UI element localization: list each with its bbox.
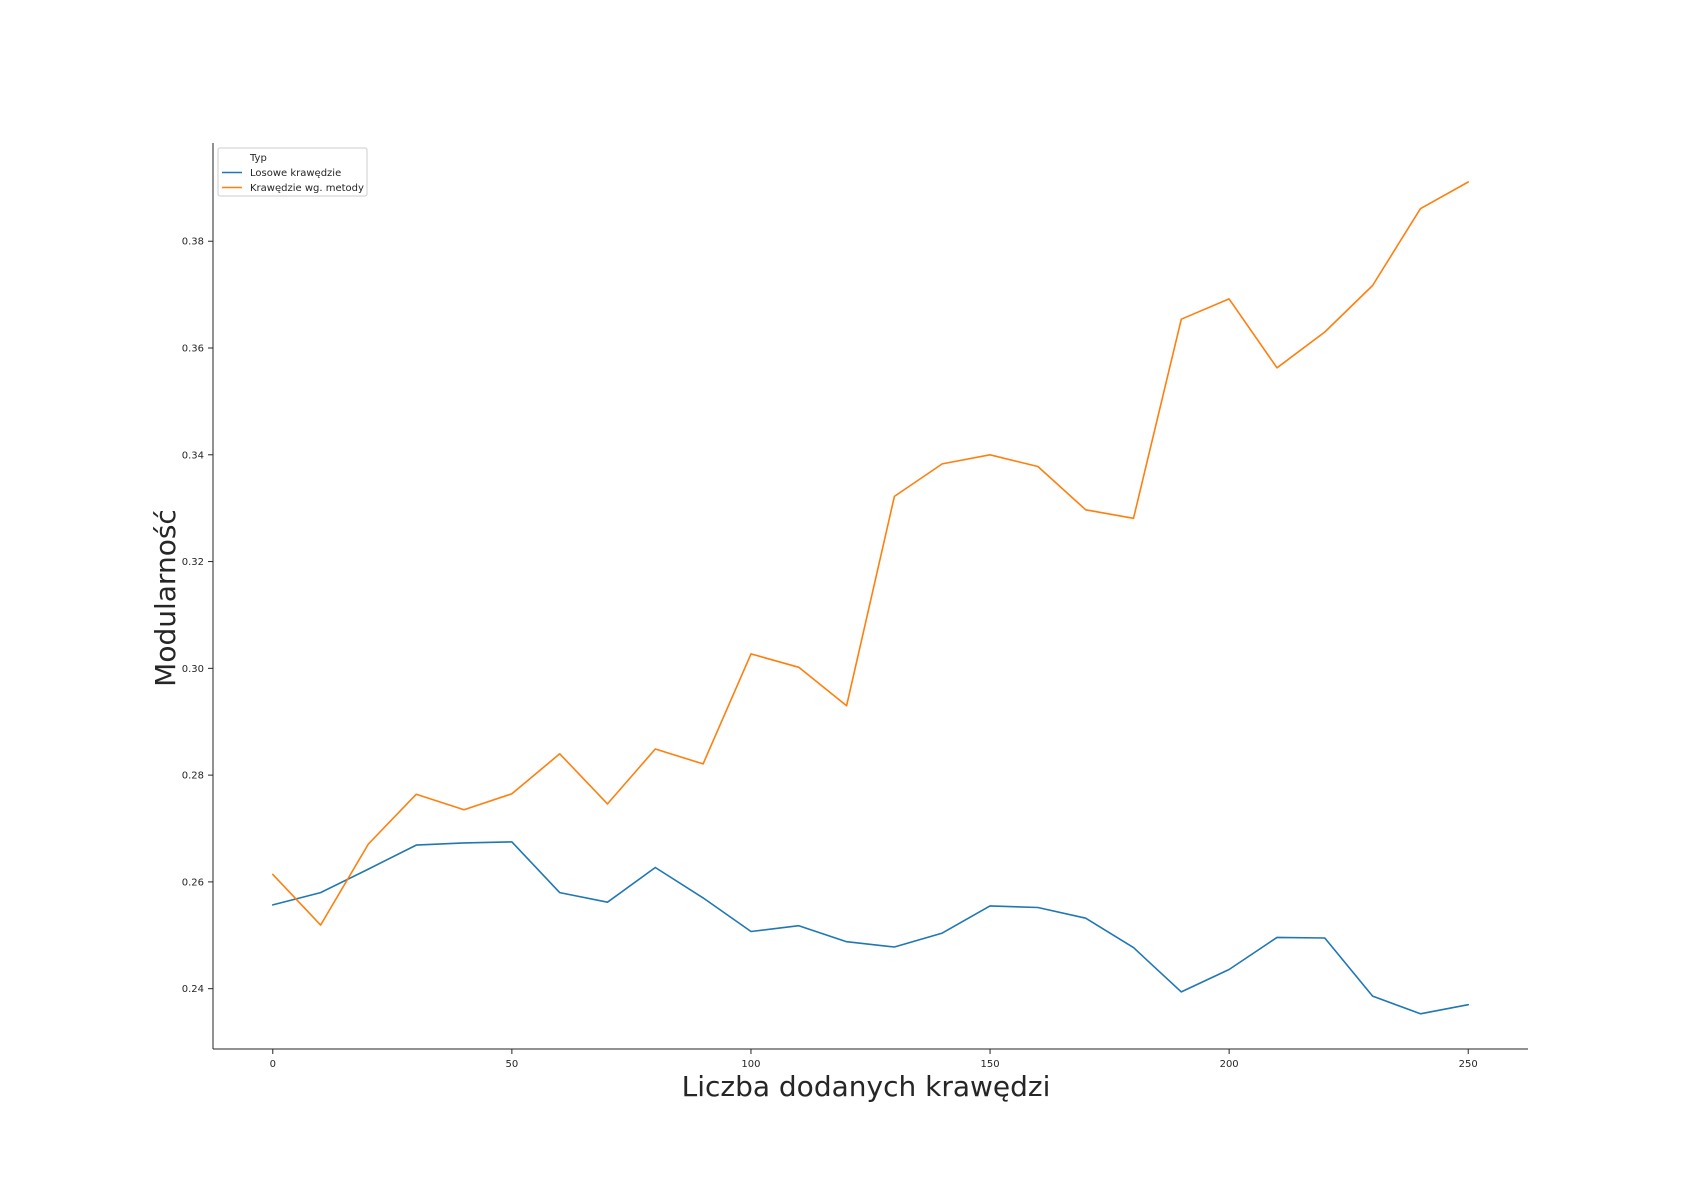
y-tick-label: 0.26 — [182, 877, 204, 888]
y-tick-label: 0.32 — [182, 557, 204, 568]
legend-title: Typ — [249, 153, 267, 164]
y-tick-label: 0.34 — [182, 450, 204, 461]
legend: Typ Losowe krawędzie Krawędzie wg. metody — [217, 147, 368, 197]
x-tick-label: 250 — [1459, 1059, 1478, 1070]
series-lines — [271, 181, 1469, 1015]
x-axis-label: Liczba dodanych krawędzi — [682, 1070, 1051, 1103]
y-axis-label: Modularność — [149, 509, 182, 687]
x-tick-label: 100 — [741, 1059, 760, 1070]
legend-label-1: Losowe krawędzie — [250, 168, 341, 179]
x-tick-label: 150 — [980, 1059, 999, 1070]
y-tick-label: 0.28 — [182, 771, 204, 782]
y-ticks: 0.24 0.26 0.28 0.30 0.32 0.34 0.36 0.38 — [182, 237, 213, 995]
x-tick-label: 0 — [270, 1059, 276, 1070]
axes — [212, 143, 1528, 1050]
x-tick-label: 200 — [1220, 1059, 1239, 1070]
y-tick-label: 0.38 — [182, 237, 204, 248]
series-line-1 — [271, 841, 1469, 1015]
y-tick-label: 0.24 — [182, 984, 204, 995]
legend-frame — [217, 147, 368, 197]
y-tick-label: 0.36 — [182, 344, 204, 355]
legend-label-2: Krawędzie wg. metody — [250, 183, 364, 194]
x-ticks: 0 50 100 150 200 250 — [270, 1049, 1478, 1070]
x-tick-label: 50 — [505, 1059, 518, 1070]
series-line-2 — [271, 181, 1469, 926]
y-tick-label: 0.30 — [182, 664, 204, 675]
